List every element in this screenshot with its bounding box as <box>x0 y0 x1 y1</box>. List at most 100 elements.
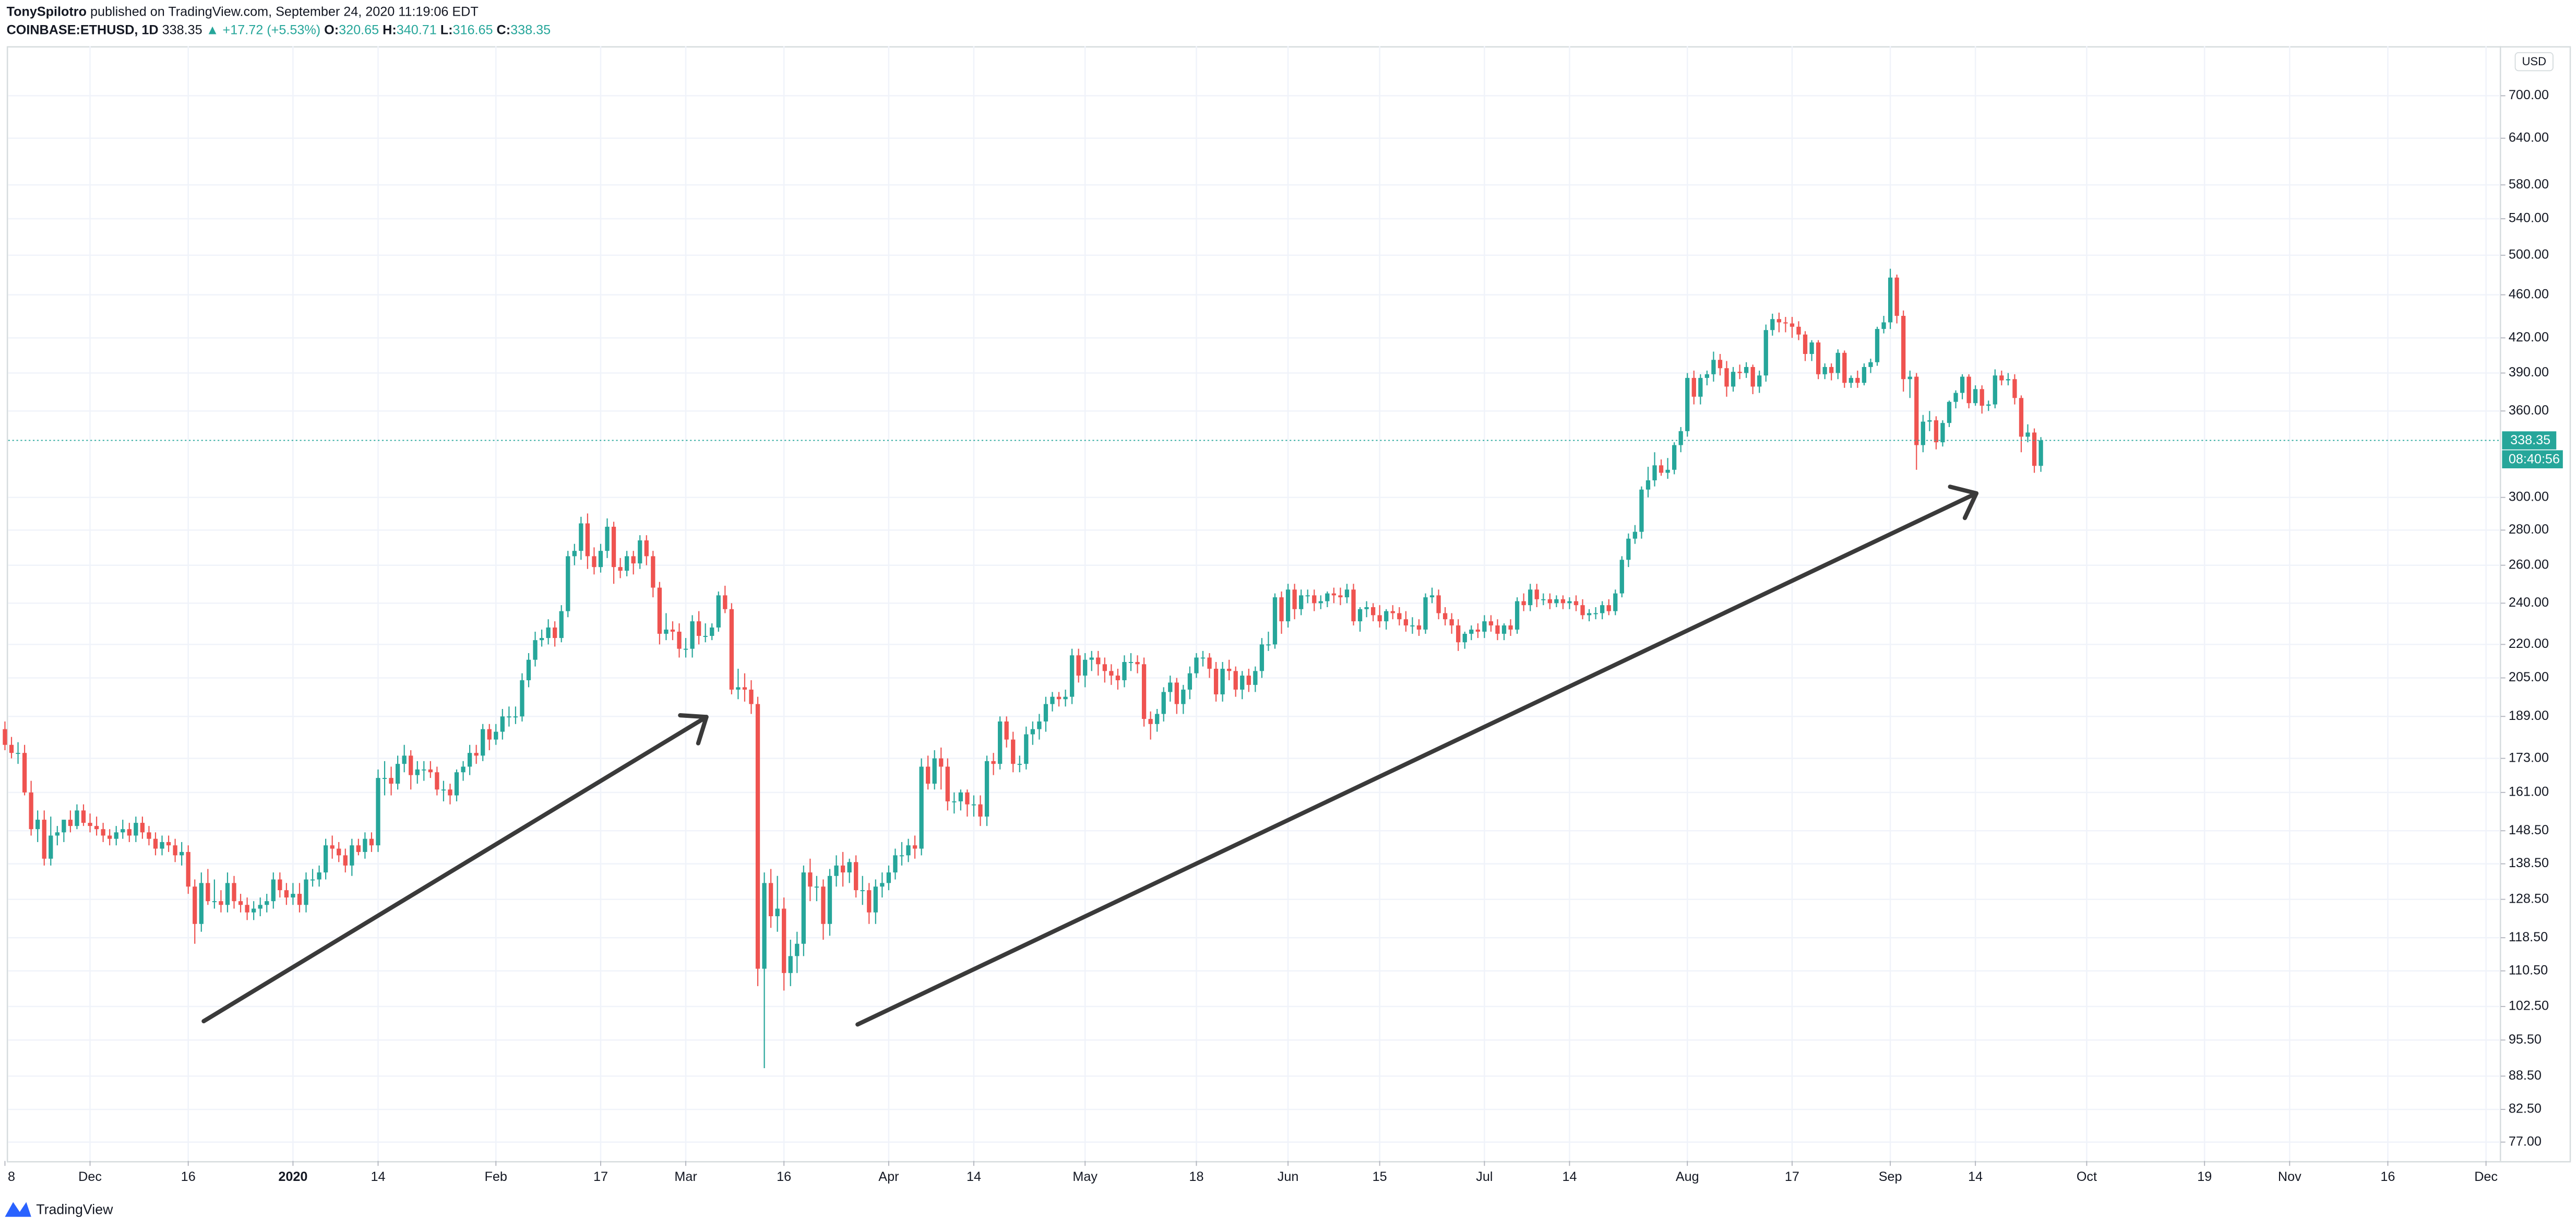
candle-body <box>422 769 426 771</box>
y-tick-label: 500.00 <box>2509 247 2549 262</box>
y-tick-label: 540.00 <box>2509 211 2549 226</box>
candle-body <box>1017 764 1022 765</box>
candle-body <box>893 855 898 873</box>
candle-body <box>1881 322 1886 329</box>
h-label: H: <box>383 22 397 37</box>
c-label: C: <box>497 22 511 37</box>
candle-body <box>683 648 688 650</box>
candle-body <box>265 901 269 905</box>
candle-body <box>1953 393 1958 402</box>
symbol: COINBASE:ETHUSD, 1D <box>7 22 159 37</box>
candle-body <box>1161 692 1166 714</box>
x-tick-label: Dec <box>78 1169 102 1184</box>
candle-body <box>1711 360 1716 374</box>
candle-body <box>29 792 33 830</box>
candle-body <box>1266 644 1271 646</box>
x-tick-label: Dec <box>2474 1169 2498 1184</box>
candle-body <box>1744 366 1749 373</box>
candle-body <box>409 755 413 775</box>
footer-brand: TradingView <box>36 1201 113 1217</box>
candle-body <box>1541 599 1546 600</box>
candle-body <box>297 894 302 905</box>
candle-body <box>598 551 603 567</box>
candle-body <box>206 883 210 902</box>
candle-body <box>1115 676 1120 680</box>
candle-body <box>1096 657 1101 665</box>
candle-body <box>166 842 171 846</box>
currency-box[interactable] <box>2514 52 2554 72</box>
candle-body <box>1370 607 1376 616</box>
candle-body <box>337 848 341 856</box>
candle-body <box>1083 659 1088 676</box>
candle-body <box>1102 664 1107 671</box>
candle-body <box>1940 423 1945 443</box>
candle-body <box>592 556 597 567</box>
candle-body <box>1122 662 1127 680</box>
candle-body <box>1168 682 1173 692</box>
candle-body <box>1737 372 1742 373</box>
candle-body <box>435 772 439 790</box>
candle-body <box>1456 625 1461 643</box>
candle-body <box>1822 366 1827 374</box>
x-tick-label: Oct <box>2077 1169 2097 1184</box>
x-tick-label: 16 <box>777 1169 791 1184</box>
candle-body <box>585 523 590 557</box>
candle-body <box>1397 613 1402 620</box>
candle-body <box>494 731 498 740</box>
candle-body <box>1390 611 1395 613</box>
candle-body <box>1004 721 1009 740</box>
candle-body <box>317 872 321 880</box>
candle-body <box>68 820 73 826</box>
candle-body <box>801 872 806 944</box>
countdown-box <box>2502 450 2563 469</box>
candle-body <box>795 943 800 956</box>
candle-body <box>840 865 845 873</box>
candle-body <box>958 792 963 801</box>
candle-body <box>1587 613 1592 616</box>
candle-body <box>997 721 1003 764</box>
currency[interactable]: USD <box>2522 55 2546 68</box>
candle-body <box>1993 375 1997 405</box>
candle-body <box>834 865 839 876</box>
candle-body <box>1966 376 1971 404</box>
candle-body <box>94 826 99 830</box>
candle-body <box>114 832 118 839</box>
symbol-line: COINBASE:ETHUSD, 1D 338.35 ▲ +17.72 (+5.… <box>7 22 551 37</box>
candle-body <box>1429 595 1435 598</box>
candle-body <box>605 526 610 551</box>
candle-body <box>271 879 276 902</box>
candle-body <box>1790 323 1795 327</box>
candle-body <box>1442 613 1448 620</box>
y-tick-label: 77.00 <box>2509 1134 2542 1149</box>
candle-body <box>1862 366 1867 383</box>
candle-body <box>899 855 904 857</box>
candle-body <box>1272 597 1278 645</box>
candle-body <box>1469 629 1474 634</box>
candle-body <box>2012 379 2017 398</box>
candle-body <box>1410 625 1415 626</box>
candle-body <box>369 838 374 846</box>
x-tick-label: 14 <box>967 1169 981 1184</box>
y-tick-label: 260.00 <box>2509 557 2549 572</box>
arrow-head <box>678 713 709 746</box>
candle-body <box>1567 601 1572 604</box>
candle-body <box>363 838 367 852</box>
candle-body <box>539 638 544 641</box>
candle-body <box>1521 601 1526 606</box>
o-value: 320.65 <box>339 22 379 37</box>
candle-body <box>153 838 158 849</box>
candle-body <box>147 832 151 839</box>
candle-body <box>1672 445 1677 470</box>
candle-body <box>762 883 767 969</box>
candle-body <box>1547 599 1552 604</box>
candle-body <box>199 883 204 924</box>
y-tick-label: 161.00 <box>2509 785 2549 799</box>
candle-body <box>428 769 433 773</box>
x-tick-label: 19 <box>2197 1169 2212 1184</box>
candle-body <box>952 801 957 802</box>
candle-body <box>926 766 931 784</box>
candle-body <box>513 716 518 718</box>
candle-body <box>245 905 249 913</box>
candle-body <box>1619 560 1624 594</box>
candle-body <box>533 640 538 660</box>
